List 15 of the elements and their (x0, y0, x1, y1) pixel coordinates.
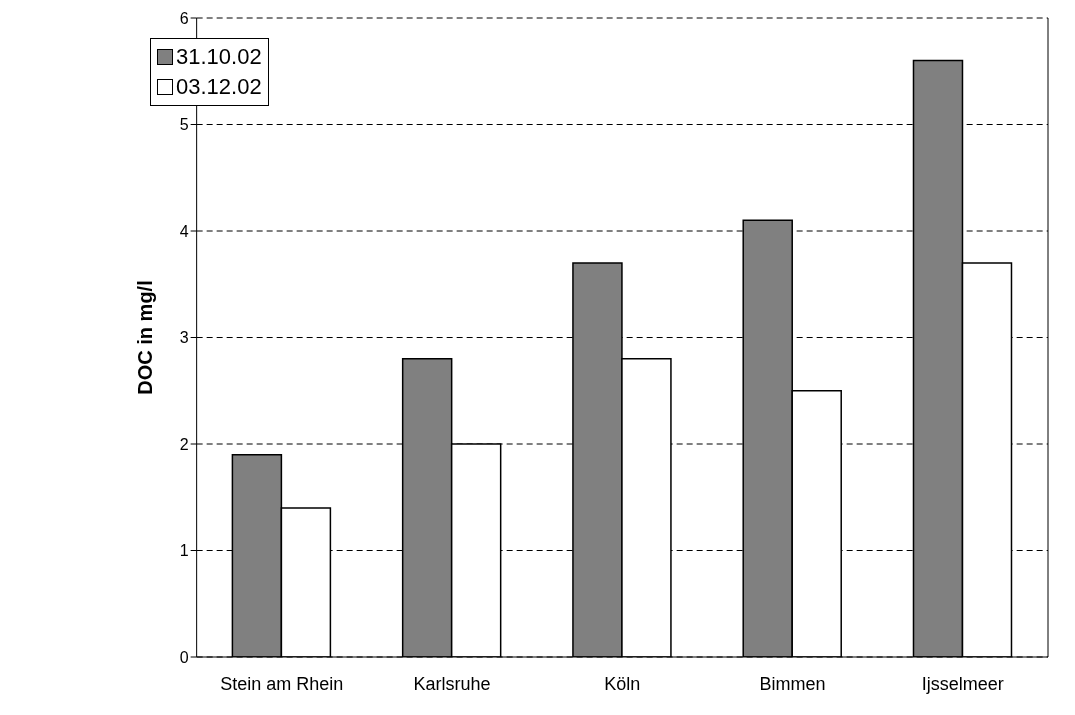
x-tick-label: Bimmen (759, 673, 826, 694)
y-tick-label: 6 (179, 9, 189, 27)
legend-label: 03.12.02 (176, 73, 262, 101)
x-tick-label: Karlsruhe (413, 673, 491, 694)
y-tick-label: 5 (179, 116, 189, 134)
y-axis-title: DOC in mg/l (133, 280, 156, 395)
y-tick-label: 0 (179, 648, 189, 666)
y-tick-label: 4 (179, 222, 189, 240)
y-tick-label: 1 (179, 542, 189, 560)
legend-label: 31.10.02 (176, 43, 262, 71)
y-tick-label: 2 (179, 435, 189, 453)
y-tick-label: 3 (179, 329, 189, 347)
x-tick-label: Ijsselmeer (921, 673, 1004, 694)
x-tick-label: Stein am Rhein (220, 673, 344, 694)
x-tick-label: Köln (604, 673, 641, 694)
